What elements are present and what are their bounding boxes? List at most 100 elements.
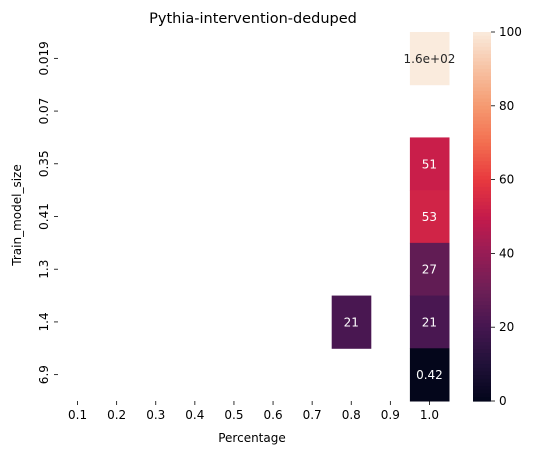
colorbar-segment: [473, 113, 491, 118]
colorbar-segment: [473, 127, 491, 133]
colorbar-segment: [473, 264, 491, 269]
colorbar-segment: [473, 257, 491, 262]
colorbar-segment: [473, 305, 491, 310]
colorbar-segment: [473, 338, 491, 343]
colorbar-segment: [473, 227, 491, 232]
colorbar-segment: [473, 164, 491, 170]
colorbar-segment: [473, 157, 491, 162]
colorbar-tick-label: 100: [499, 25, 522, 39]
colorbar-segment: [473, 179, 491, 184]
x-tick-label: 0.2: [107, 408, 126, 422]
colorbar-segment: [473, 297, 491, 302]
colorbar-segment: [473, 142, 491, 147]
colorbar-segment: [473, 116, 491, 122]
colorbar-segment: [473, 161, 491, 166]
colorbar-segment: [473, 46, 491, 52]
colorbar-segment: [473, 242, 491, 247]
colorbar-segment: [473, 72, 491, 77]
colorbar-segment: [473, 319, 491, 325]
cell-value-label: 51: [422, 157, 437, 171]
colorbar-segment: [473, 301, 491, 306]
x-tick-label: 0.4: [185, 408, 204, 422]
colorbar-segment: [473, 68, 491, 74]
cell-value-label: 0.42: [416, 368, 443, 382]
colorbar-segment: [473, 275, 491, 280]
colorbar-segment: [473, 94, 491, 100]
colorbar-segment: [473, 35, 491, 40]
colorbar-segment: [473, 364, 491, 369]
colorbar-segment: [473, 268, 491, 273]
colorbar-segment: [473, 312, 491, 317]
x-tick-label: 0.3: [146, 408, 165, 422]
colorbar-segment: [473, 234, 491, 240]
colorbar-segment: [473, 290, 491, 295]
y-tick-label: 1.3: [37, 260, 51, 279]
y-tick-label: 0.35: [37, 150, 51, 177]
colorbar-segment: [473, 91, 491, 96]
colorbar-segment: [473, 135, 491, 140]
colorbar-segment: [473, 50, 491, 55]
x-tick-label: 0.1: [68, 408, 87, 422]
colorbar-segment: [473, 172, 491, 177]
colorbar-tick-label: 40: [499, 246, 514, 260]
x-axis: 0.1 0.2 0.3 0.4 0.5 0.6 0.7 0.8 0.9 1.0: [68, 401, 439, 422]
colorbar: 0 20 40 60 80 100: [473, 25, 522, 408]
heatmap-cell: [409, 295, 450, 349]
cell-value-label: 53: [422, 210, 437, 224]
colorbar-tick-label: 60: [499, 173, 514, 187]
heatmap-cell: [409, 242, 450, 297]
heatmap-cells: [331, 32, 450, 402]
colorbar-segment: [473, 253, 491, 258]
colorbar-segment: [473, 349, 491, 354]
colorbar-segment: [473, 397, 491, 402]
colorbar-segment: [473, 282, 491, 288]
heatmap-cell-labels: 1.6e+02 51 53 27 21 21 0.42: [344, 52, 456, 382]
x-tick-label: 0.7: [303, 408, 322, 422]
colorbar-segment: [473, 323, 491, 328]
cell-value-label: 1.6e+02: [404, 52, 456, 66]
x-tick-label: 0.8: [342, 408, 361, 422]
colorbar-segment: [473, 360, 491, 365]
colorbar-segment: [473, 279, 491, 284]
colorbar-segment: [473, 249, 491, 254]
colorbar-segment: [473, 231, 491, 236]
colorbar-segment: [473, 139, 491, 144]
colorbar-segment: [473, 345, 491, 350]
colorbar-segment: [473, 393, 491, 398]
colorbar-segment: [473, 32, 491, 37]
colorbar-segment: [473, 205, 491, 210]
colorbar-segment: [473, 386, 491, 391]
colorbar-segment: [473, 308, 491, 314]
colorbar-segment: [473, 356, 491, 362]
colorbar-segment: [473, 186, 491, 192]
heatmap-cell: [409, 32, 450, 86]
chart-title: Pythia-intervention-deduped: [149, 11, 357, 27]
colorbar-segment: [473, 353, 491, 358]
colorbar-segment: [473, 389, 491, 395]
colorbar-segment: [473, 271, 491, 277]
colorbar-segment: [473, 293, 491, 299]
colorbar-segment: [473, 109, 491, 114]
colorbar-segment: [473, 124, 491, 129]
colorbar-segment: [473, 334, 491, 339]
colorbar-segment: [473, 168, 491, 173]
y-tick-label: 1.4: [37, 312, 51, 331]
colorbar-segment: [473, 327, 491, 332]
colorbar-segment: [473, 382, 491, 387]
colorbar-segment: [473, 378, 491, 384]
colorbar-segment: [473, 175, 491, 181]
cell-value-label: 21: [422, 315, 437, 329]
colorbar-segment: [473, 190, 491, 195]
x-tick-label: 0.6: [264, 408, 283, 422]
colorbar-segment: [473, 61, 491, 66]
colorbar-segment: [473, 316, 491, 321]
colorbar-segment: [473, 260, 491, 266]
colorbar-segment: [473, 209, 491, 214]
colorbar-segment: [473, 194, 491, 199]
colorbar-segment: [473, 150, 491, 155]
colorbar-segment: [473, 87, 491, 92]
colorbar-segment: [473, 146, 491, 151]
colorbar-segment: [473, 201, 491, 207]
colorbar-segment: [473, 131, 491, 136]
